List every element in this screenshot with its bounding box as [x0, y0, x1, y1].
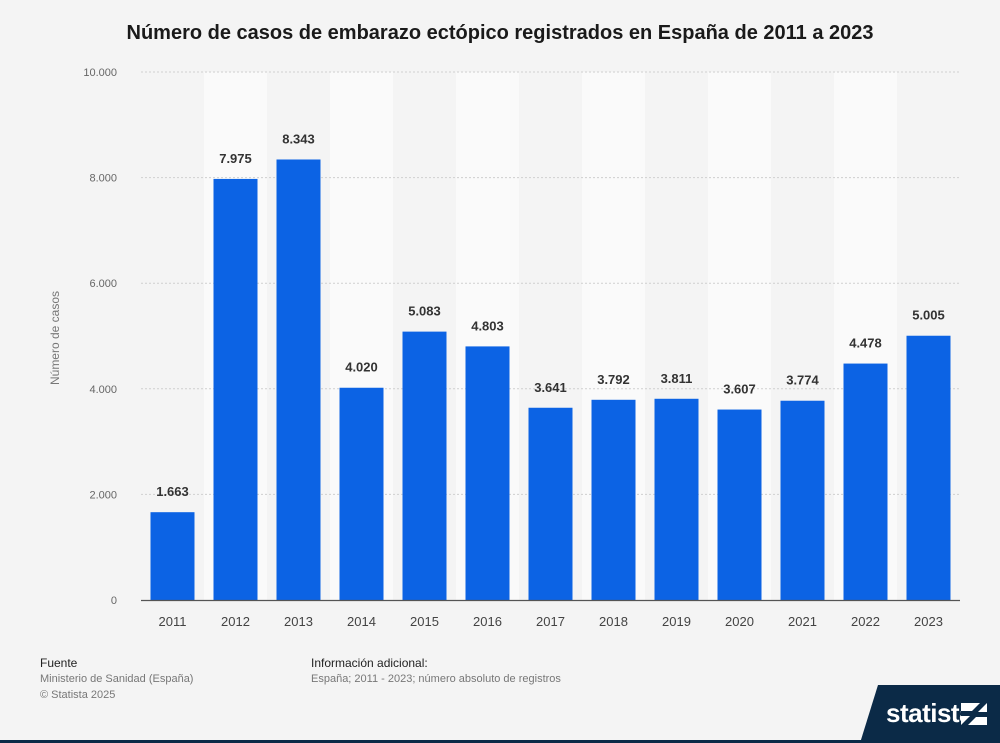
info-heading: Información adicional: [311, 656, 428, 670]
data-label: 4.478 [849, 336, 882, 351]
bar [150, 512, 195, 600]
bar [339, 387, 384, 600]
data-label: 5.083 [408, 304, 441, 319]
bar [402, 331, 447, 600]
copyright-line[interactable]: © Statista 2025 [40, 689, 116, 701]
data-label: 4.020 [345, 360, 378, 375]
bar [528, 407, 573, 600]
data-label: 3.607 [723, 382, 756, 397]
data-label: 3.774 [786, 373, 819, 388]
data-label: 8.343 [282, 131, 315, 146]
bar-chart: 0 2.000 4.000 6.000 8.000 10.000 1.663 2011 7.97… [83, 67, 960, 629]
bar [276, 159, 321, 600]
x-tick-label: 2011 [159, 614, 187, 629]
bar [717, 409, 762, 600]
y-axis-label: Número de casos [48, 290, 62, 386]
data-label: 3.811 [661, 371, 693, 386]
x-tick-label: 2017 [536, 614, 565, 629]
bar [654, 398, 699, 600]
data-label: 3.792 [597, 372, 630, 387]
source-line[interactable]: Ministerio de Sanidad (España) [40, 673, 194, 685]
bar [465, 346, 510, 600]
y-tick-label: 4.000 [89, 384, 117, 396]
bar [213, 178, 258, 601]
data-label: 7.975 [219, 151, 252, 166]
x-tick-label: 2021 [788, 614, 817, 629]
bar [780, 400, 825, 600]
y-tick-label: 8.000 [89, 173, 117, 185]
statista-logo[interactable]: statista [860, 685, 1000, 743]
data-label: 5.005 [912, 308, 945, 323]
bar [906, 335, 951, 600]
source-block: Fuente Ministerio de Sanidad (España) © … [40, 655, 193, 703]
source-heading: Fuente [40, 656, 78, 670]
bar [843, 363, 888, 600]
data-label: 4.803 [471, 318, 504, 333]
x-tick-label: 2015 [410, 614, 439, 629]
bar [591, 399, 636, 600]
logo-text: statista [886, 698, 974, 728]
x-tick-label: 2023 [914, 614, 943, 629]
additional-info-block: Información adicional: España; 2011 - 20… [311, 655, 561, 687]
data-label: 1.663 [156, 484, 189, 499]
x-tick-label: 2013 [284, 614, 313, 629]
y-tick-label: 6.000 [89, 278, 117, 290]
x-tick-label: 2018 [599, 614, 628, 629]
x-tick-label: 2020 [725, 614, 754, 629]
data-label: 3.641 [534, 380, 567, 395]
y-tick-label: 0 [111, 595, 117, 607]
y-tick-label: 2.000 [89, 489, 117, 501]
x-tick-label: 2016 [473, 614, 502, 629]
info-line: España; 2011 - 2023; número absoluto de … [311, 673, 561, 685]
x-tick-label: 2012 [221, 614, 250, 629]
x-tick-label: 2022 [851, 614, 880, 629]
x-tick-label: 2019 [662, 614, 691, 629]
chart-title: Número de casos de embarazo ectópico reg… [126, 22, 874, 44]
statista-logo-icon [961, 703, 987, 725]
x-tick-label: 2014 [347, 614, 376, 629]
bottom-bar [0, 740, 1000, 743]
y-tick-label: 10.000 [83, 67, 117, 79]
